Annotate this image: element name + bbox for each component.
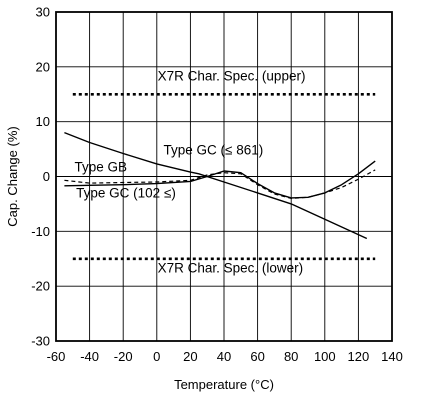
series-group [64,93,376,261]
y-tick-label: -20 [31,279,50,294]
y-axis-label: Cap. Change (%) [5,126,20,226]
x-tick-label: 40 [217,349,231,364]
annotation-label: Type GC (102 ≤) [76,185,176,200]
grid [56,12,392,341]
y-tick-label: 20 [36,59,50,74]
y-tick-label: 10 [36,114,50,129]
x-tick-label: 120 [348,349,370,364]
x-tick-label: 140 [381,349,403,364]
x-tick-label: -40 [80,349,99,364]
x-tick-label: -60 [47,349,66,364]
x-tick-label: 80 [284,349,298,364]
annotation-label: X7R Char. Spec. (lower) [158,260,304,275]
y-tick-label: -10 [31,224,50,239]
annotation-label: Type GC (≤ 861) [164,143,264,158]
y-tick-label: 30 [36,5,50,20]
x-tick-label: 60 [250,349,264,364]
series-line [64,160,376,199]
plot-frame [55,11,393,342]
annotations: X7R Char. Spec. (upper) Type GC (≤ 861) Ty… [74,69,305,276]
y-tick-label: 0 [43,169,50,184]
tick-labels: -60 -40 -20 0 20 40 60 80 100 120 140 -30 -20 -10 0 10 2… [31,5,403,365]
x-tick-label: -20 [114,349,133,364]
x-tick-label: 100 [314,349,336,364]
x-axis-label: Temperature (°C) [174,377,274,392]
x-tick-label: 20 [183,349,197,364]
annotation-label: Type GB [74,160,127,175]
series-line [64,131,368,240]
y-tick-label: -30 [31,334,50,349]
annotation-label: X7R Char. Spec. (upper) [158,69,306,84]
x-tick-label: 0 [153,349,160,364]
